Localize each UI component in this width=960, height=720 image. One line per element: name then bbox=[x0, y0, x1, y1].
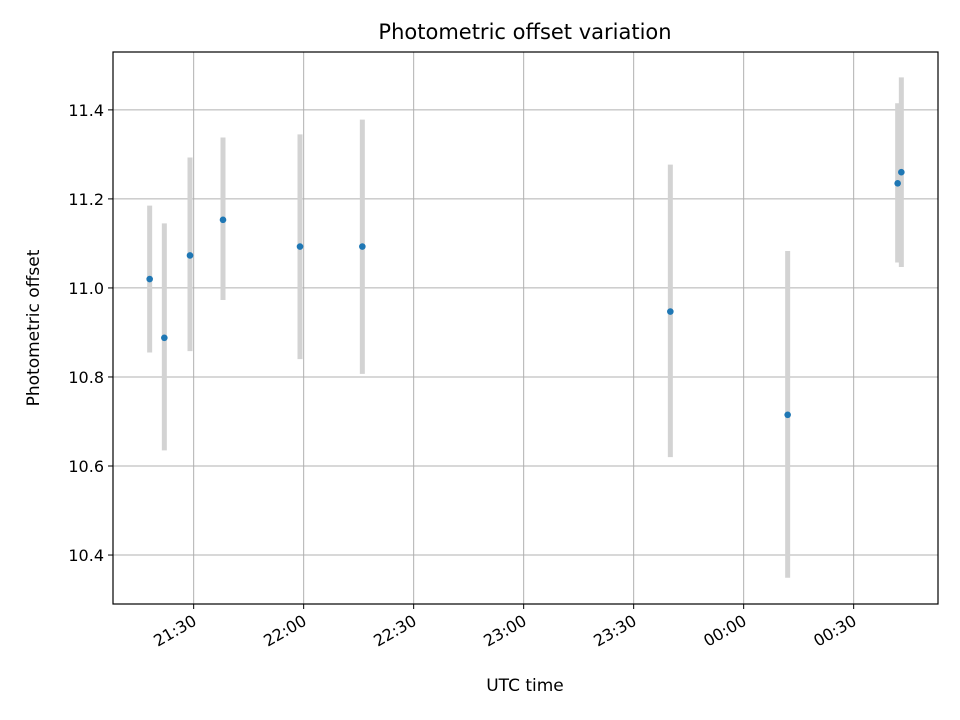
data-point bbox=[296, 243, 304, 250]
y-tick-label: 11.0 bbox=[68, 279, 104, 298]
data-point bbox=[146, 275, 153, 283]
data-point bbox=[667, 308, 674, 315]
y-tick-label: 10.4 bbox=[68, 546, 104, 565]
y-tick-label: 10.6 bbox=[68, 457, 104, 476]
y-tick-label: 11.2 bbox=[68, 190, 104, 209]
data-point bbox=[784, 411, 791, 419]
data-point bbox=[219, 216, 227, 224]
data-point bbox=[894, 180, 901, 187]
chart-title: Photometric offset variation bbox=[378, 20, 671, 44]
y-tick-label: 10.8 bbox=[68, 368, 104, 387]
y-axis: 10.4 10.6 10.8 11.0 11.2 11.4 bbox=[68, 101, 113, 565]
grid-lines bbox=[113, 52, 938, 604]
x-axis-label: UTC time bbox=[486, 676, 564, 696]
data-point bbox=[898, 168, 905, 176]
plot-frame bbox=[112, 51, 939, 605]
data-point bbox=[186, 252, 194, 259]
data-point bbox=[161, 334, 168, 342]
y-tick-label: 11.4 bbox=[68, 101, 104, 120]
y-axis-label: Photometric offset bbox=[24, 249, 44, 406]
data-point bbox=[359, 243, 366, 250]
data-points bbox=[146, 168, 905, 419]
